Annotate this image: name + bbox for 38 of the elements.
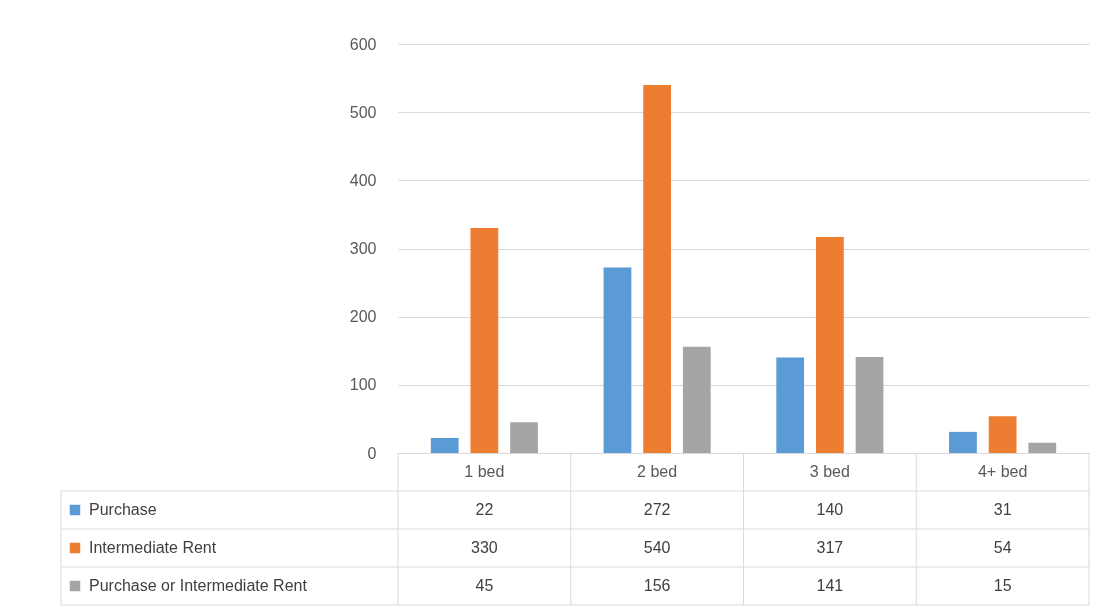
y-tick-label: 300 — [349, 240, 377, 257]
x-tick-label: 2 bed — [637, 462, 678, 480]
bar — [430, 438, 459, 453]
y-tick-label: 0 — [367, 444, 377, 462]
x-tick-label: 3 bed — [809, 462, 850, 480]
legend-label: Purchase — [89, 501, 157, 518]
data-label: 45 — [475, 577, 494, 594]
legend-label: Intermediate Rent — [89, 539, 217, 556]
bar — [603, 267, 632, 453]
data-label: 330 — [471, 539, 498, 556]
y-tick-label: 500 — [349, 103, 377, 121]
y-tick-label: 100 — [349, 376, 377, 394]
bar — [682, 346, 711, 453]
data-label: 317 — [816, 539, 844, 556]
y-tick-label: 400 — [349, 171, 377, 189]
data-label: 272 — [643, 501, 671, 518]
bar — [643, 84, 672, 453]
data-label: 540 — [643, 539, 671, 556]
x-tick-label: 1 bed — [464, 462, 505, 480]
bar — [776, 357, 805, 453]
bar — [1028, 442, 1057, 453]
y-tick-label: 200 — [349, 308, 377, 326]
data-label: 156 — [643, 577, 671, 594]
data-label: 54 — [993, 539, 1012, 556]
bar — [815, 236, 844, 453]
bar — [949, 431, 977, 453]
legend-label: Purchase or Intermediate Rent — [89, 577, 308, 594]
data-label: 15 — [993, 577, 1012, 594]
data-label: 140 — [816, 501, 844, 518]
bar — [510, 422, 538, 453]
data-label: 31 — [993, 501, 1012, 518]
bar — [855, 356, 884, 453]
y-tick-label: 600 — [349, 35, 377, 53]
bar — [988, 416, 1017, 453]
data-label: 141 — [816, 577, 844, 594]
x-tick-label: 4+ bed — [977, 462, 1028, 480]
bar — [470, 228, 499, 453]
data-label: 22 — [475, 501, 494, 518]
